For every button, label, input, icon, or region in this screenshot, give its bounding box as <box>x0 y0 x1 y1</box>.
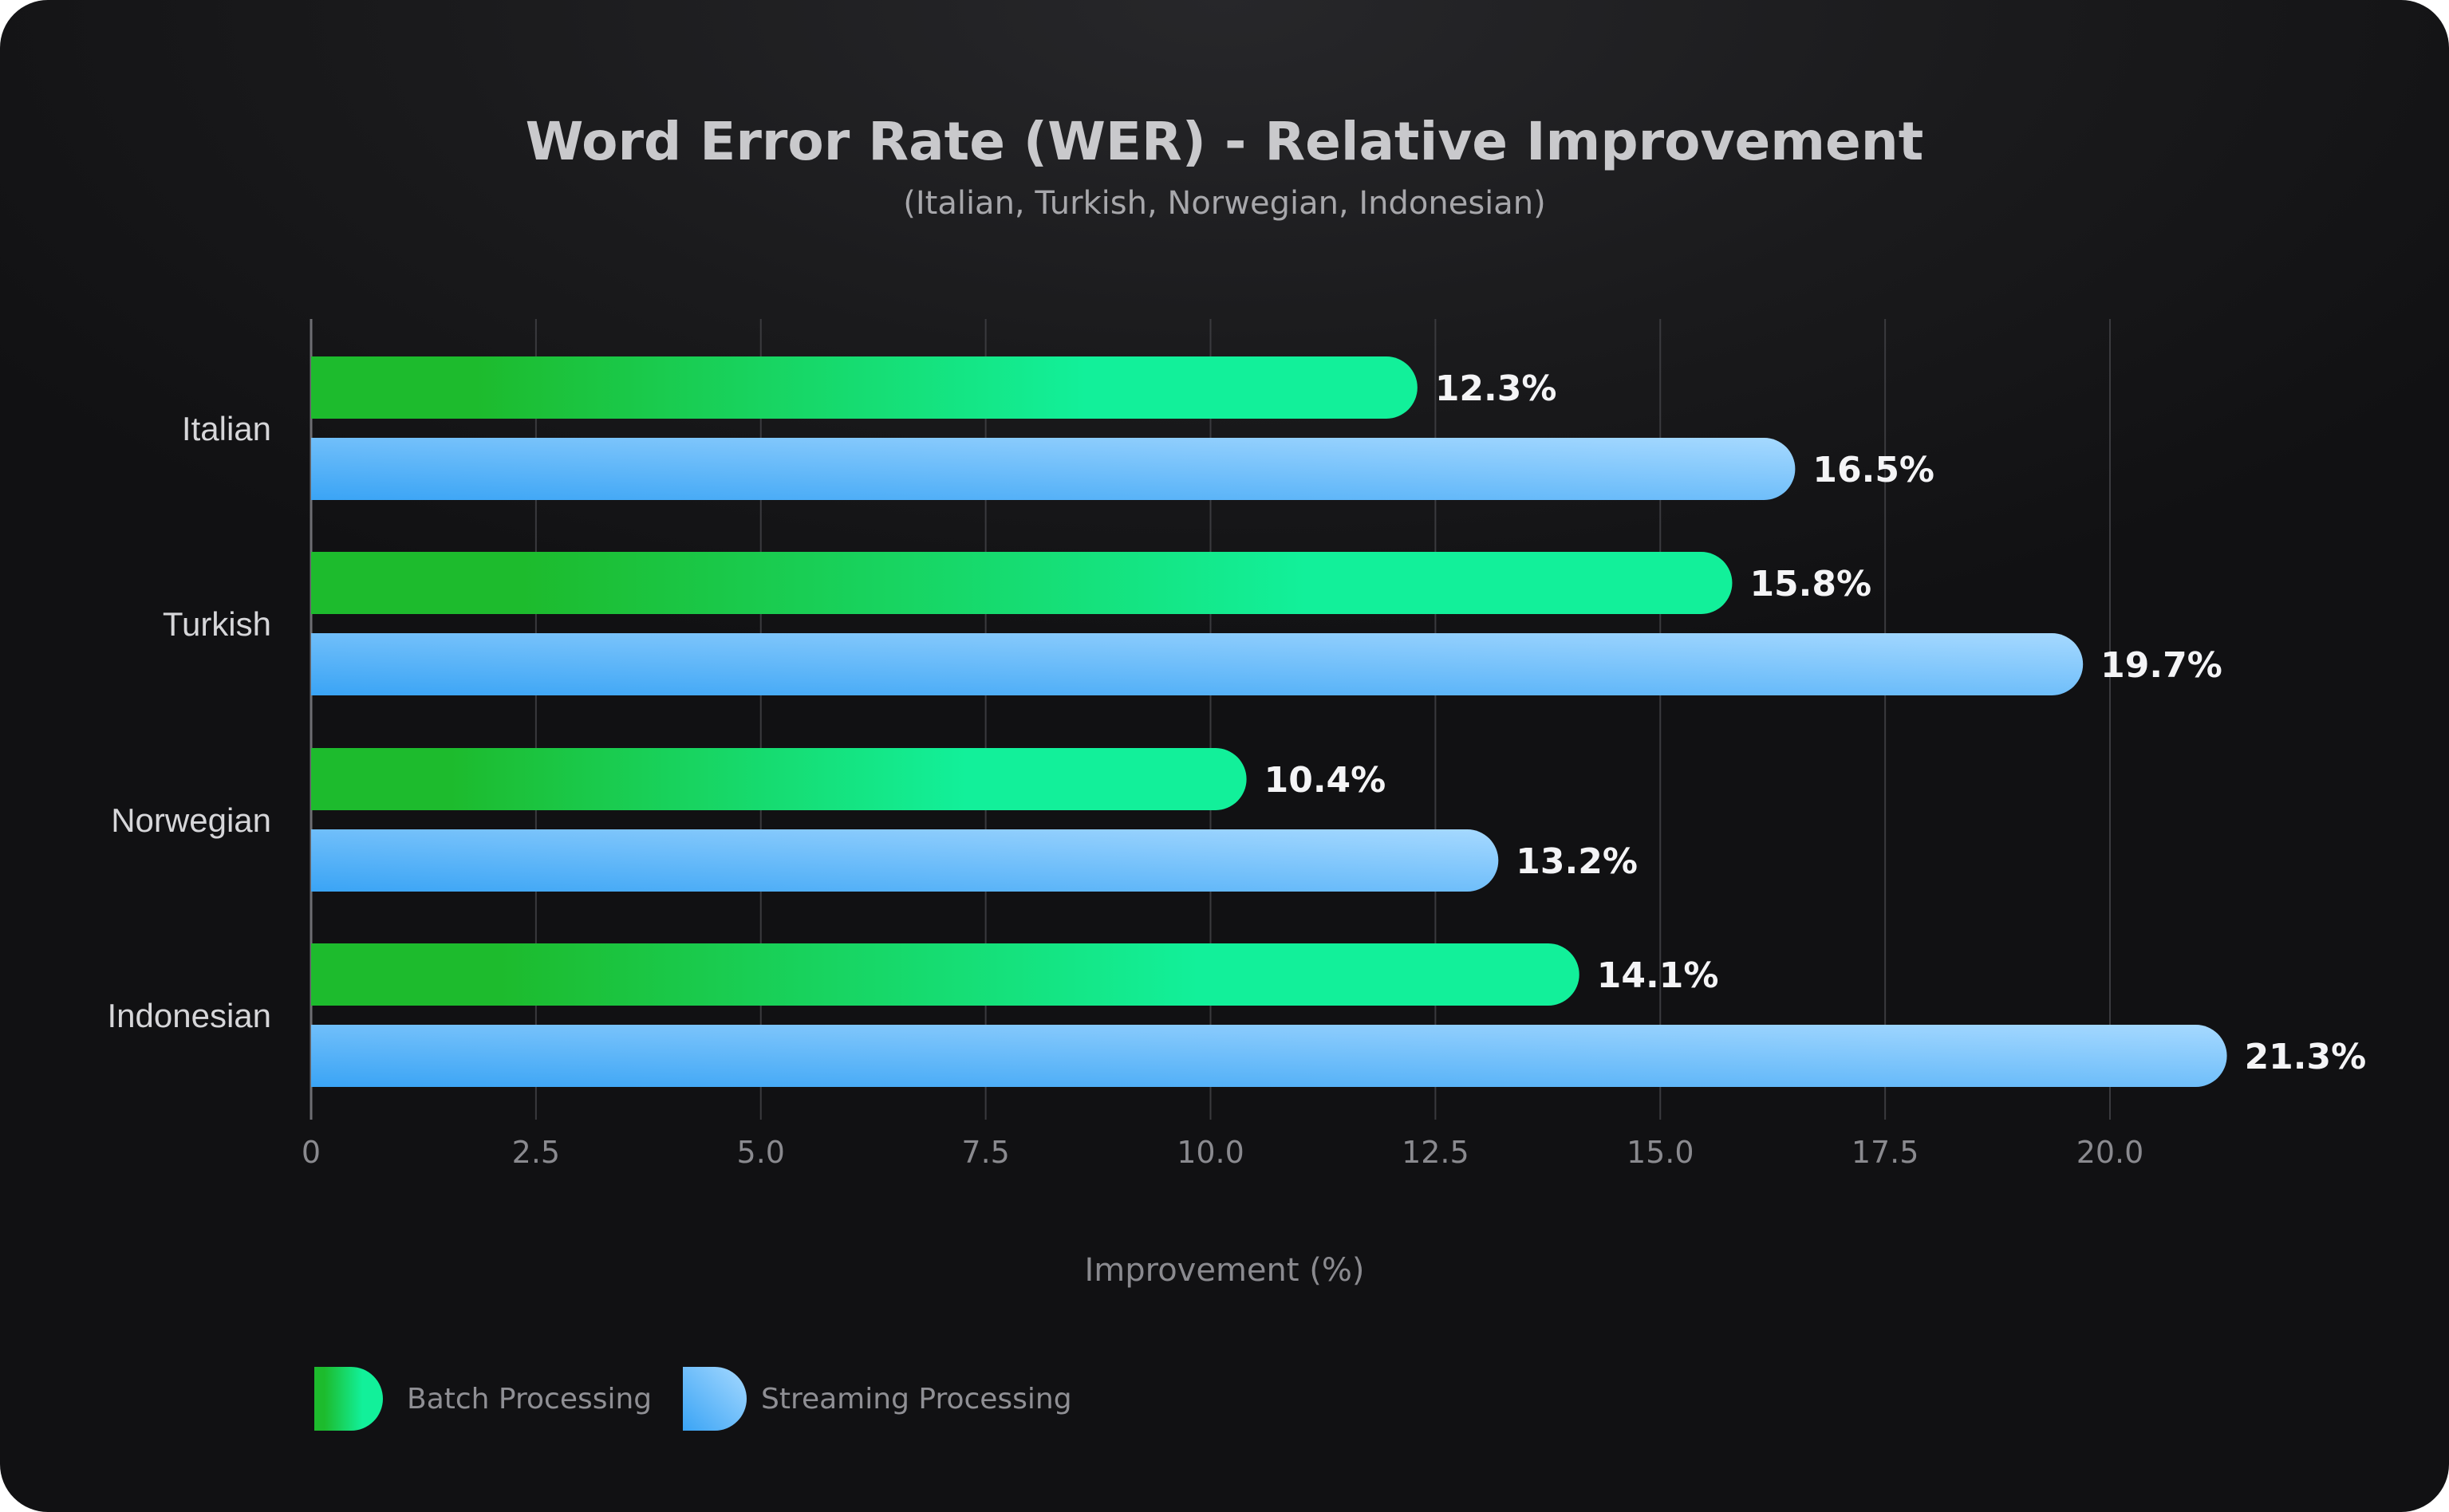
x-tick-label: 0 <box>302 1135 321 1170</box>
data-label: 21.3% <box>2245 1037 2367 1077</box>
bar-batch <box>311 943 1579 1006</box>
data-label: 15.8% <box>1749 564 1871 604</box>
legend-swatch-batch <box>314 1367 383 1431</box>
chart-subtitle: (Italian, Turkish, Norwegian, Indonesian… <box>903 185 1546 222</box>
category-label: Norwegian <box>111 801 271 839</box>
category-label: Indonesian <box>107 997 271 1034</box>
x-tick-label: 5.0 <box>737 1135 785 1170</box>
data-label: 14.1% <box>1597 955 1719 996</box>
x-tick-label: 12.5 <box>1402 1135 1469 1170</box>
category-label: Turkish <box>163 605 271 643</box>
x-tick-label: 15.0 <box>1627 1135 1694 1170</box>
x-tick-label: 20.0 <box>2076 1135 2144 1170</box>
data-label: 16.5% <box>1812 450 1934 490</box>
labels: 0 2.5 5.0 7.5 10.0 12.5 15.0 17.5 20.0 Italian 12.… <box>107 368 2366 1170</box>
data-label: 19.7% <box>2100 645 2222 686</box>
x-tick-label: 7.5 <box>961 1135 1009 1170</box>
bar-batch <box>311 748 1247 810</box>
x-tick-label: 10.0 <box>1177 1135 1244 1170</box>
legend: Batch Processing Streaming Processing <box>314 1367 1072 1431</box>
legend-swatch-streaming <box>683 1367 747 1431</box>
bar-batch <box>311 552 1733 614</box>
category-label: Italian <box>182 410 271 447</box>
x-axis-title: Improvement (%) <box>1084 1252 1364 1289</box>
data-label: 13.2% <box>1516 841 1638 882</box>
bars <box>311 356 2227 1087</box>
data-label: 10.4% <box>1264 760 1386 801</box>
legend-label-batch: Batch Processing <box>407 1383 652 1416</box>
data-label: 12.3% <box>1435 368 1557 409</box>
bar-streaming <box>311 438 1796 500</box>
bar-streaming <box>311 829 1499 892</box>
chart-title: Word Error Rate (WER) - Relative Improve… <box>526 111 1924 172</box>
bar-batch <box>311 356 1418 419</box>
x-tick-label: 2.5 <box>512 1135 560 1170</box>
legend-label-streaming: Streaming Processing <box>761 1383 1072 1416</box>
x-tick-label: 17.5 <box>1852 1135 1919 1170</box>
bar-streaming <box>311 1025 2227 1087</box>
bar-streaming <box>311 633 2084 695</box>
